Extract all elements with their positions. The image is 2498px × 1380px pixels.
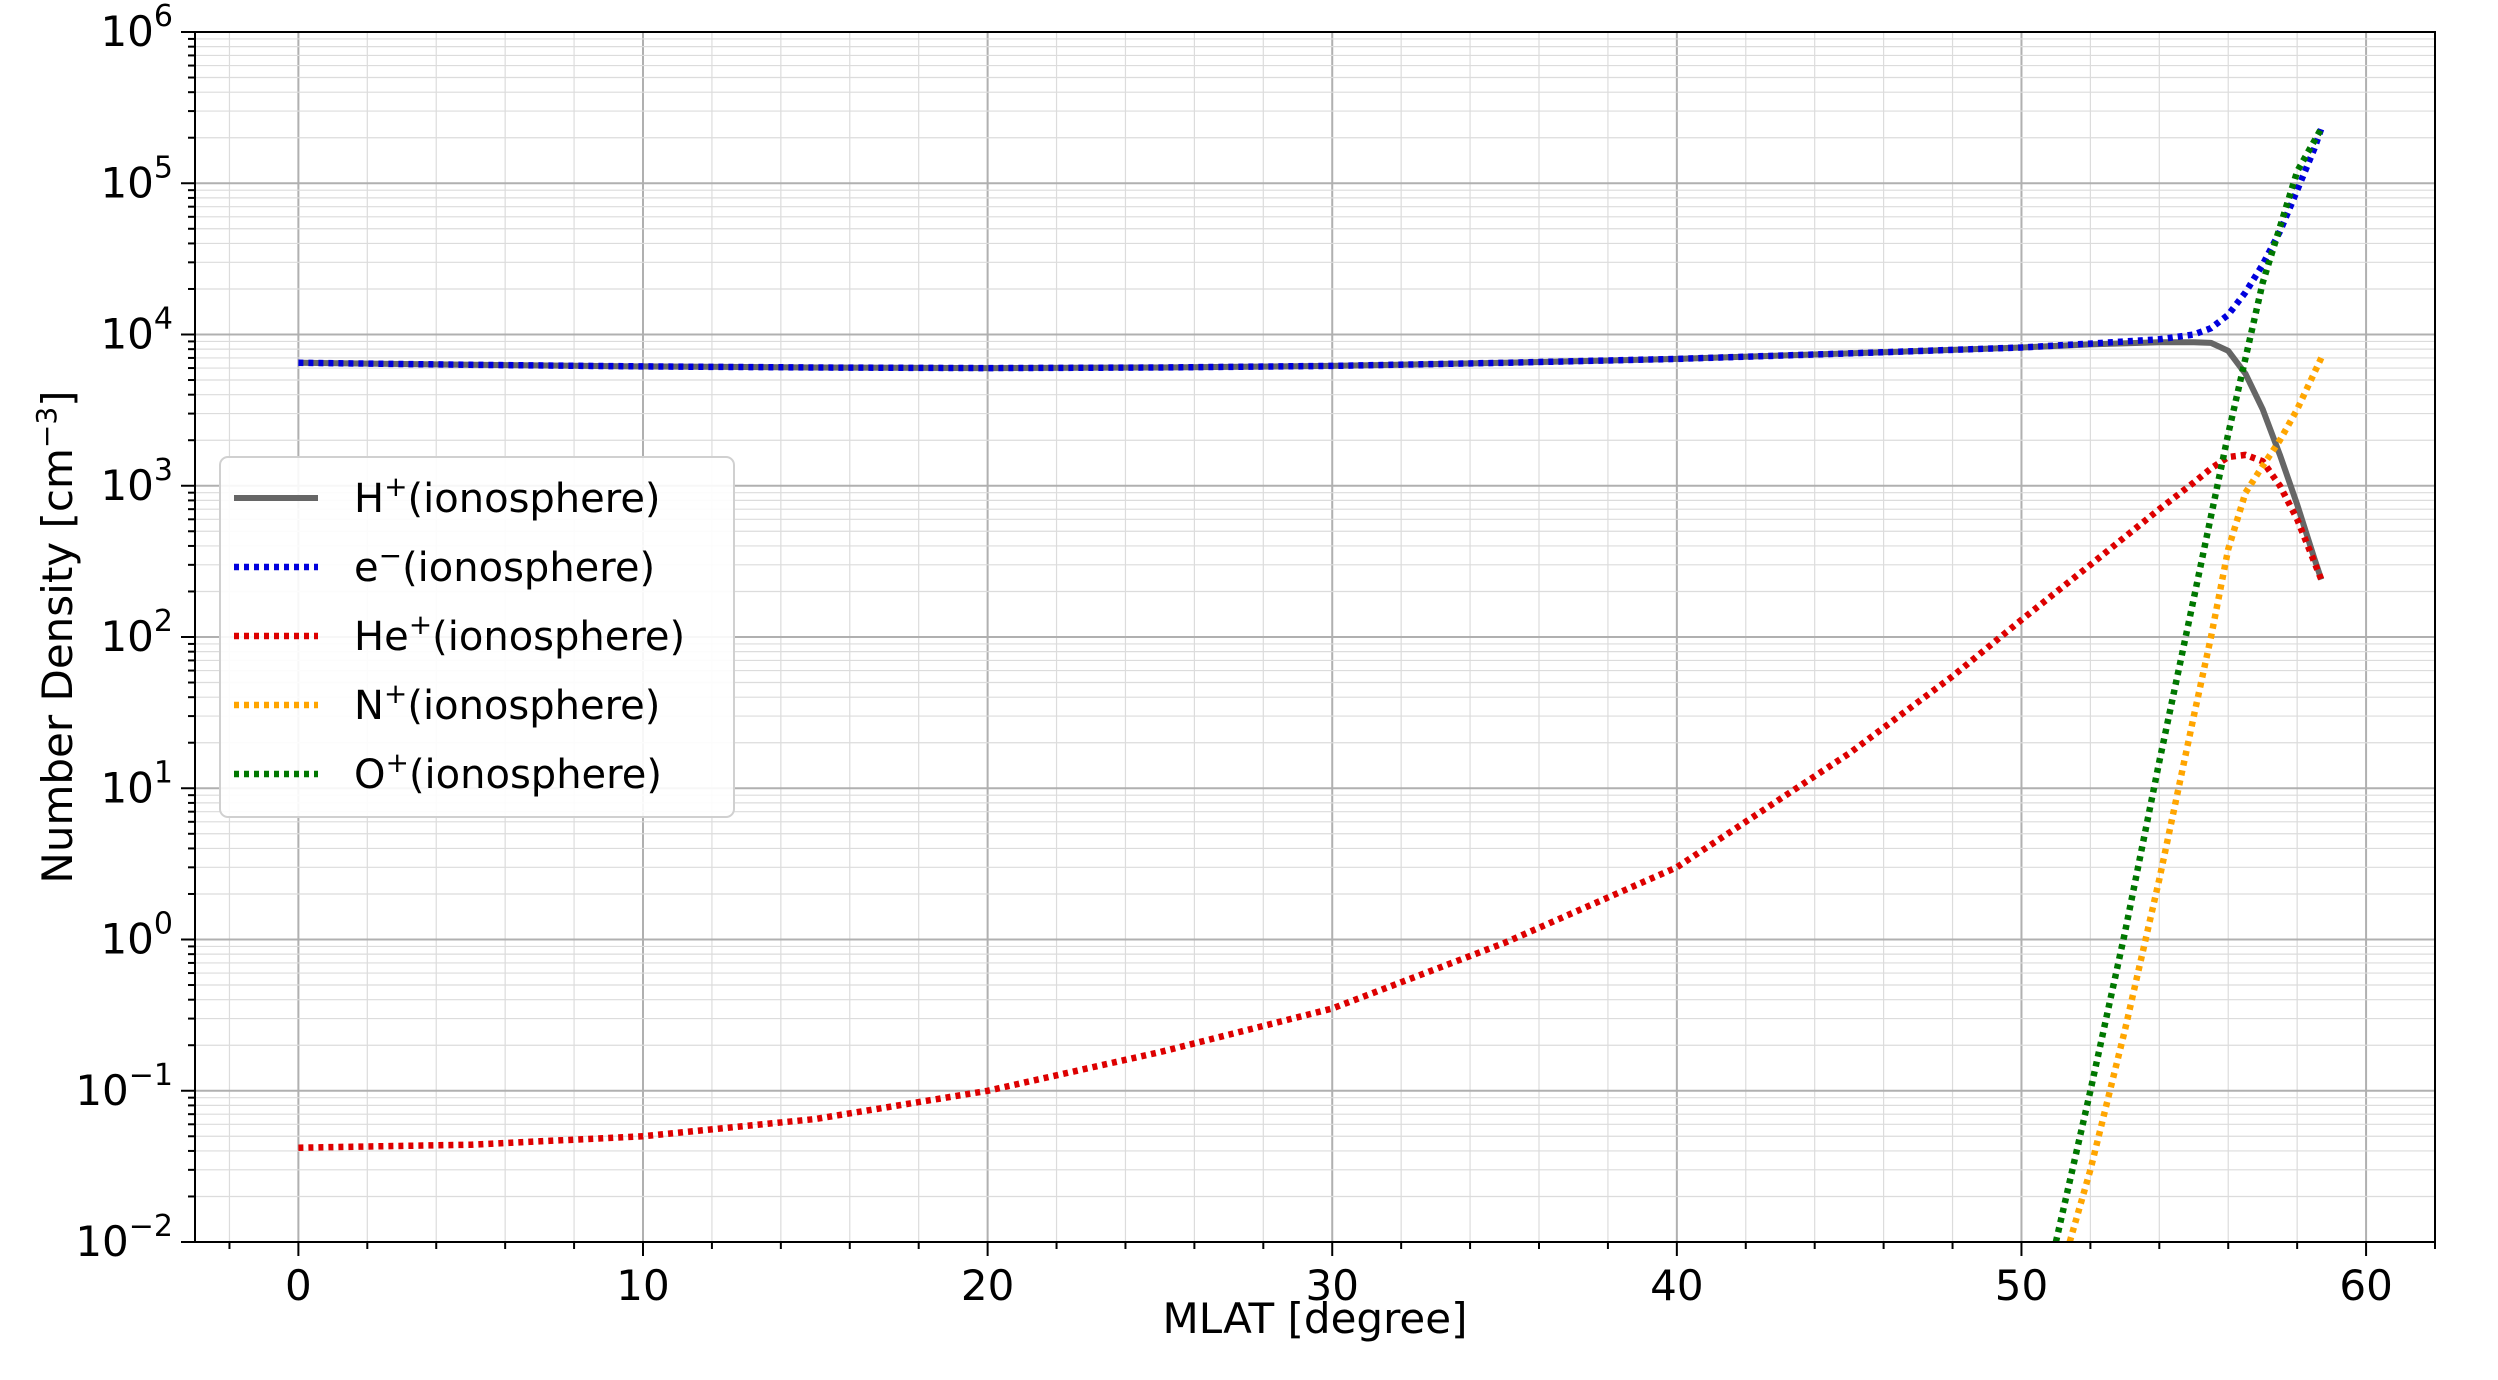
- legend-charge: +: [409, 608, 432, 641]
- y-tick-exponent: 3: [154, 453, 173, 488]
- series-line-he-plus: [298, 451, 2325, 1151]
- legend-charge: +: [384, 677, 407, 710]
- legend-source: (ionosphere): [432, 614, 685, 660]
- legend-source: (ionosphere): [402, 545, 655, 591]
- legend-species: N: [354, 683, 384, 729]
- legend: H+(ionosphere)e−(ionosphere)He+(ionosphe…: [219, 456, 735, 818]
- y-tick-base: 10: [100, 915, 153, 964]
- y-tick-base: 10: [100, 158, 153, 207]
- x-tick-label: 0: [285, 1261, 312, 1310]
- x-tick-label: 60: [2339, 1261, 2392, 1310]
- x-tick-label: 10: [616, 1261, 669, 1310]
- x-tick-label: 50: [1995, 1261, 2048, 1310]
- y-tick-exponent: 2: [154, 604, 173, 639]
- x-tick-label: 20: [961, 1261, 1014, 1310]
- y-tick-base: 10: [100, 612, 153, 661]
- y-axis-label: Number Density [cm−3]: [30, 390, 82, 883]
- legend-source: (ionosphere): [409, 752, 662, 798]
- legend-label: N+(ionosphere): [354, 677, 660, 729]
- y-tick-exponent: 4: [154, 302, 173, 337]
- legend-label: e−(ionosphere): [354, 539, 655, 591]
- legend-species: H: [354, 476, 384, 522]
- y-tick-label: 101: [100, 755, 173, 812]
- y-axis-label-main: Number Density [cm: [33, 448, 82, 883]
- x-axis-label: MLAT [degree]: [1162, 1294, 1467, 1343]
- series-line-e-minus: [298, 127, 2325, 372]
- y-axis-label-exponent: −3: [30, 407, 63, 448]
- y-tick-label: 10−1: [75, 1058, 173, 1115]
- y-tick-base: 10: [100, 763, 153, 812]
- y-axis-label-tail: ]: [33, 390, 82, 406]
- y-tick-label: 106: [100, 0, 173, 56]
- legend-charge: +: [384, 470, 407, 503]
- y-tick-base: 10: [75, 1217, 128, 1266]
- legend-species: O: [354, 752, 385, 798]
- y-tick-base: 10: [100, 310, 153, 359]
- series-layer: [298, 126, 2325, 1242]
- legend-box: [219, 456, 735, 818]
- y-tick-exponent: 6: [154, 0, 173, 34]
- y-tick-base: 10: [100, 461, 153, 510]
- x-tick-label: 30: [1306, 1261, 1359, 1310]
- legend-charge: +: [385, 746, 408, 779]
- legend-label: He+(ionosphere): [354, 608, 685, 660]
- legend-source: (ionosphere): [408, 476, 661, 522]
- y-tick-exponent: 5: [154, 150, 173, 185]
- x-tick-label: 40: [1650, 1261, 1703, 1310]
- tick-layer: 0 10 20 30 40 50 6010−210−11001011021031041051…: [75, 0, 2436, 1310]
- y-tick-exponent: −1: [129, 1058, 173, 1093]
- y-tick-base: 10: [100, 7, 153, 56]
- y-tick-label: 105: [100, 150, 173, 207]
- y-tick-label: 103: [100, 453, 173, 510]
- y-tick-exponent: 0: [154, 907, 173, 942]
- legend-charge: −: [379, 539, 402, 572]
- legend-label: O+(ionosphere): [354, 746, 662, 798]
- y-tick-exponent: −2: [129, 1209, 173, 1244]
- legend-species: e: [354, 545, 379, 591]
- y-tick-exponent: 1: [154, 755, 173, 790]
- legend-source: (ionosphere): [407, 683, 660, 729]
- y-tick-label: 100: [100, 907, 173, 964]
- y-tick-label: 102: [100, 604, 173, 661]
- y-tick-label: 10−2: [75, 1209, 173, 1266]
- legend-items: H+(ionosphere)e−(ionosphere)He+(ionosphe…: [234, 470, 685, 798]
- y-tick-base: 10: [75, 1066, 128, 1115]
- series-line-o-plus: [2052, 126, 2325, 1242]
- legend-label: H+(ionosphere): [354, 470, 661, 522]
- series-line-n-plus: [2066, 356, 2325, 1242]
- y-tick-label: 104: [100, 302, 173, 359]
- legend-species: He: [354, 614, 409, 660]
